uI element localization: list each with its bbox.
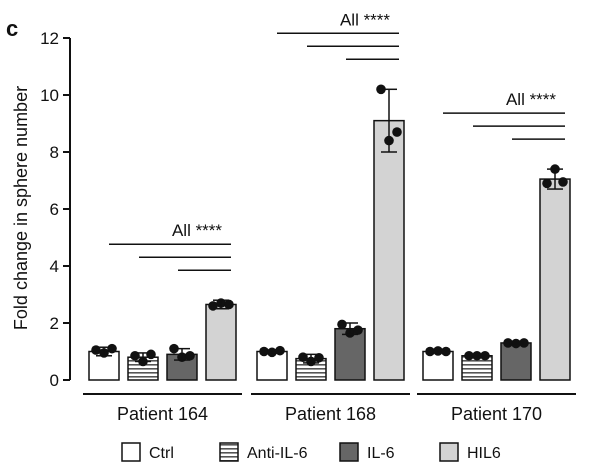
data-point xyxy=(441,346,451,357)
data-point xyxy=(107,343,117,354)
significance-label: All **** xyxy=(506,90,556,109)
legend-label: HIL6 xyxy=(467,445,501,462)
legend-label: IL-6 xyxy=(367,445,395,462)
group-label: Patient 164 xyxy=(117,404,208,424)
y-tick-label: 10 xyxy=(40,86,59,105)
data-point xyxy=(480,350,490,361)
legend-swatch xyxy=(339,442,359,462)
bar xyxy=(500,342,532,381)
data-point xyxy=(353,325,363,335)
data-point xyxy=(224,299,234,310)
significance-label: All **** xyxy=(340,10,390,29)
group-label: Patient 168 xyxy=(285,404,376,424)
y-tick-label: 4 xyxy=(50,257,59,276)
y-axis-label: Fold change in sphere number xyxy=(11,86,31,330)
y-tick-label: 8 xyxy=(50,143,59,162)
data-point xyxy=(337,319,347,330)
significance-label: All **** xyxy=(172,221,222,240)
data-point xyxy=(503,338,513,348)
data-point xyxy=(146,349,156,360)
y-tick-label: 6 xyxy=(50,200,59,219)
panel-label: c xyxy=(6,16,18,41)
error-bars xyxy=(96,88,563,364)
group-axis: Patient 164 Patient 168 Patient 170 xyxy=(83,393,576,424)
legend-swatch xyxy=(439,442,459,462)
y-tick-label: 2 xyxy=(50,314,59,333)
y-tick-label: 12 xyxy=(40,29,59,48)
significance-annotations: All **** All **** All **** xyxy=(109,10,565,271)
group-label: Patient 170 xyxy=(451,404,542,424)
data-point xyxy=(425,346,435,357)
data-point xyxy=(185,350,195,361)
bar xyxy=(422,350,454,381)
data-point xyxy=(464,350,474,361)
y-tick-label: 0 xyxy=(50,371,59,390)
legend-label: Anti-IL-6 xyxy=(247,445,308,462)
data-point xyxy=(392,127,402,137)
data-point xyxy=(519,338,529,348)
data-point xyxy=(542,178,552,189)
legend-label: Ctrl xyxy=(149,445,174,462)
y-axis: 0 2 4 6 8 10 12 xyxy=(40,29,71,390)
legend-swatch xyxy=(219,442,239,462)
data-point xyxy=(259,346,269,357)
data-point xyxy=(314,352,324,363)
legend-swatch xyxy=(121,442,141,462)
legend: Ctrl Anti-IL-6 IL-6 HIL6 xyxy=(121,442,501,462)
data-point xyxy=(558,177,568,187)
bar xyxy=(373,119,405,381)
bar xyxy=(539,178,571,381)
bar xyxy=(205,303,237,381)
bars xyxy=(88,119,571,381)
